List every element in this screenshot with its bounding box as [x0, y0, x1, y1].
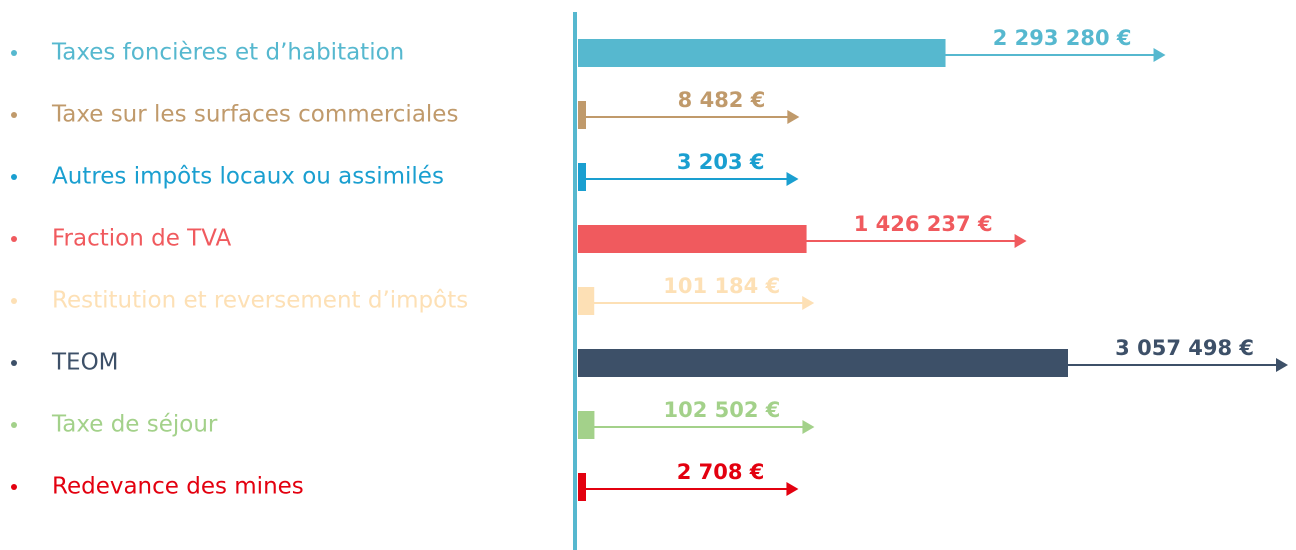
value-label: 3 203 €	[677, 150, 765, 174]
bullet	[11, 236, 17, 242]
bullet	[11, 422, 17, 428]
bar	[578, 225, 807, 253]
arrow-head	[1014, 234, 1027, 248]
value-label: 2 708 €	[677, 460, 765, 484]
value-label: 102 502 €	[664, 398, 781, 422]
category-label: Taxes foncières et d’habitation	[51, 40, 404, 66]
category-label: Taxe sur les surfaces commerciales	[51, 102, 458, 128]
category-label: TEOM	[51, 350, 119, 376]
bar-stub	[578, 163, 586, 191]
bullet	[11, 360, 17, 366]
value-label: 101 184 €	[663, 274, 780, 298]
bullet	[11, 112, 17, 118]
category-label: Taxe de séjour	[51, 412, 218, 438]
bar	[578, 163, 579, 191]
bullet	[11, 174, 17, 180]
value-label: 2 293 280 €	[993, 26, 1132, 50]
value-label: 1 426 237 €	[854, 212, 993, 236]
value-label: 8 482 €	[678, 88, 766, 112]
bar-stub	[578, 101, 586, 129]
bar	[578, 287, 595, 315]
bar	[578, 39, 946, 67]
arrow-head	[786, 482, 799, 496]
bar	[578, 349, 1068, 377]
category-label: Restitution et reversement d’impôts	[52, 288, 468, 314]
category-label: Redevance des mines	[52, 474, 304, 500]
bullet	[11, 298, 17, 304]
value-label: 3 057 498 €	[1115, 336, 1254, 360]
arrow-head	[1276, 358, 1288, 372]
arrow-head	[1153, 48, 1166, 62]
category-label: Autres impôts locaux ou assimilés	[52, 164, 444, 190]
arrow-head	[802, 420, 815, 434]
bullet	[11, 50, 17, 56]
bullet	[11, 484, 17, 490]
arrow-head	[802, 296, 815, 310]
bar	[578, 411, 595, 439]
category-label: Fraction de TVA	[52, 226, 231, 252]
bar-stub	[578, 473, 586, 501]
bar	[578, 101, 580, 129]
arrow-head	[786, 172, 799, 186]
arrow-head	[787, 110, 800, 124]
